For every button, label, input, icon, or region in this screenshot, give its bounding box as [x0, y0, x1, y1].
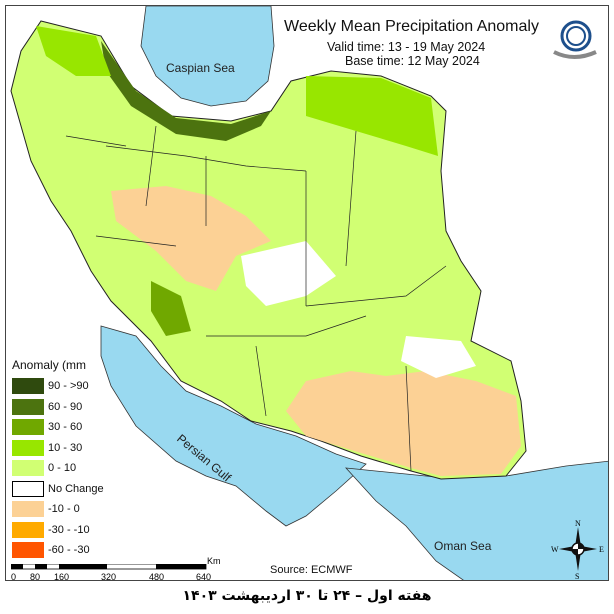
legend-item: 30 - 60: [12, 417, 112, 438]
legend-item: 10 - 30: [12, 438, 112, 459]
map-title: Weekly Mean Precipitation Anomaly: [284, 18, 539, 35]
legend-item: -30 - -10: [12, 520, 112, 541]
west-green-patch: [151, 281, 191, 336]
legend-label: 0 - 10: [48, 462, 77, 475]
caspian-coast-dark: [101, 41, 271, 141]
compass-n: N: [575, 519, 581, 528]
compass-e: E: [599, 545, 604, 554]
legend-label: 30 - 60: [48, 421, 83, 434]
legend-label: 60 - 90: [48, 400, 83, 413]
map-frame: Weekly Mean Precipitation Anomaly Valid …: [5, 5, 609, 581]
central-orange: [111, 186, 271, 291]
legend-item: -10 - 0: [12, 499, 112, 520]
organization-logo: [553, 20, 597, 59]
caspian-sea-label: Caspian Sea: [166, 61, 235, 75]
legend-item: 60 - 90: [12, 397, 112, 418]
scale-bar: Km 0 80 160 320 480 640: [10, 556, 221, 581]
compass-w: W: [551, 545, 559, 554]
legend-swatch: [12, 378, 44, 395]
valid-time: Valid time: 13 - 19 May 2024: [327, 40, 486, 54]
north-east-green: [306, 76, 438, 156]
central-white: [241, 241, 336, 306]
scale-unit: Km: [207, 556, 221, 566]
borders: [65, 125, 447, 472]
legend-swatch: [12, 480, 44, 497]
persian-caption: هفته اول – ۲۴ تا ۳۰ اردیبهشت ۱۴۰۳: [182, 588, 432, 604]
legend-label: -10 - 0: [48, 503, 80, 516]
legend-label: -30 - -10: [48, 523, 90, 536]
source-label: Source: ECMWF: [268, 564, 355, 577]
north-west-green: [36, 26, 111, 76]
compass-rose-icon: N S W E: [551, 519, 604, 579]
legend-swatch: [12, 542, 44, 559]
legend-swatch: [12, 521, 44, 538]
legend: Anomaly (mm 90 - >90 60 - 90 30 - 60 10 - 3…: [12, 358, 112, 561]
legend-swatch: [12, 460, 44, 477]
precipitation-map: [6, 6, 608, 580]
legend-item: 90 - >90: [12, 376, 112, 397]
scale-tick: 320: [101, 572, 117, 581]
persian-gulf: [100, 325, 367, 527]
base-time: Base time: 12 May 2024: [345, 54, 480, 68]
south-east-orange: [286, 371, 521, 476]
legend-label: No Change: [48, 482, 104, 495]
caspian-sea: [140, 6, 275, 107]
scale-bar-graphic: [10, 563, 207, 570]
compass-s: S: [575, 572, 579, 579]
legend-item: -60 - -30: [12, 540, 112, 561]
scale-tick: 640: [196, 572, 212, 581]
legend-title: Anomaly (mm: [12, 358, 87, 372]
legend-label: 90 - >90: [48, 380, 89, 393]
east-white: [401, 336, 476, 378]
scale-tick: 480: [149, 572, 165, 581]
legend-label: -60 - -30: [48, 544, 90, 557]
scale-tick: 0: [11, 572, 17, 581]
legend-swatch: [12, 501, 44, 518]
legend-swatch: [12, 439, 44, 456]
legend-label: 10 - 30: [48, 441, 83, 454]
scale-tick: 80: [30, 572, 41, 581]
legend-item: 0 - 10: [12, 458, 112, 479]
oman-sea-label: Oman Sea: [434, 539, 492, 553]
legend-swatch: [12, 398, 44, 415]
scale-tick: 160: [54, 572, 70, 581]
legend-swatch: [12, 419, 44, 436]
legend-item: No Change: [12, 479, 112, 500]
